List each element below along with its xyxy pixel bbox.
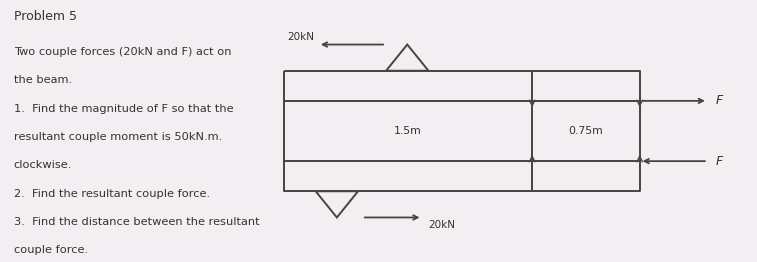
Text: clockwise.: clockwise. [14, 160, 72, 170]
Text: 20kN: 20kN [287, 32, 314, 42]
Text: 20kN: 20kN [428, 220, 456, 230]
Text: resultant couple moment is 50kN.m.: resultant couple moment is 50kN.m. [14, 132, 222, 142]
Text: 2.  Find the resultant couple force.: 2. Find the resultant couple force. [14, 189, 210, 199]
Text: 1.  Find the magnitude of F so that the: 1. Find the magnitude of F so that the [14, 104, 233, 114]
Text: the beam.: the beam. [14, 75, 72, 85]
Text: 0.75m: 0.75m [569, 126, 603, 136]
Text: Problem 5: Problem 5 [14, 10, 76, 24]
Text: F: F [715, 155, 723, 168]
Text: F: F [715, 94, 723, 107]
Text: Two couple forces (20kN and F) act on: Two couple forces (20kN and F) act on [14, 47, 231, 57]
Text: 1.5m: 1.5m [394, 126, 422, 136]
Text: couple force.: couple force. [14, 245, 88, 255]
Text: 3.  Find the distance between the resultant: 3. Find the distance between the resulta… [14, 217, 259, 227]
